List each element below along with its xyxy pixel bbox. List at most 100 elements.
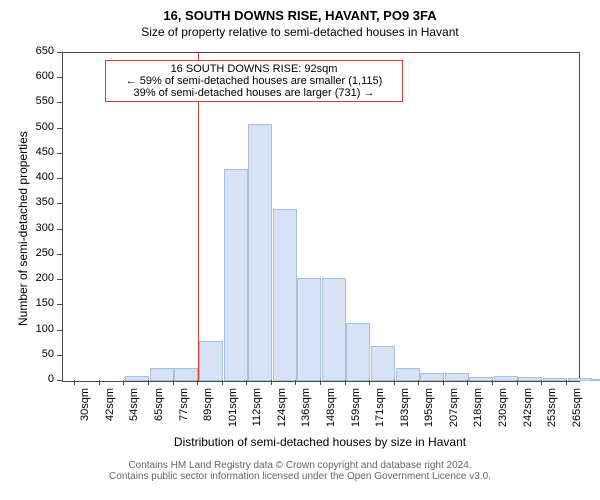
x-tick-label: 195sqm (423, 388, 435, 438)
y-tick (57, 77, 62, 78)
histogram-bar (396, 368, 420, 381)
x-tick-label: 253sqm (546, 388, 558, 438)
y-tick (57, 203, 62, 204)
x-tick (74, 380, 75, 385)
y-tick-label: 400 (24, 171, 54, 183)
x-tick-label: 124sqm (276, 388, 288, 438)
histogram-bar (125, 376, 149, 381)
footer-line-2: Contains public sector information licen… (0, 471, 600, 482)
annotation-line: ← 59% of semi-detached houses are smalle… (109, 75, 399, 87)
x-tick (517, 380, 518, 385)
y-tick (57, 254, 62, 255)
histogram-bar (199, 341, 223, 381)
histogram-bar (174, 368, 198, 381)
x-tick (295, 380, 296, 385)
y-tick (57, 279, 62, 280)
histogram-bar (248, 124, 272, 381)
histogram-bar (494, 376, 518, 381)
x-tick (123, 380, 124, 385)
marker-line (198, 53, 199, 381)
x-tick-label: 230sqm (497, 388, 509, 438)
x-tick (418, 380, 419, 385)
y-tick-label: 350 (24, 196, 54, 208)
x-tick-label: 171sqm (374, 388, 386, 438)
y-tick (57, 178, 62, 179)
chart-container: { "header": { "title": "16, SOUTH DOWNS … (0, 0, 600, 500)
histogram-bar (150, 368, 174, 381)
y-tick-label: 500 (24, 121, 54, 133)
x-tick (246, 380, 247, 385)
histogram-bar (420, 373, 444, 381)
annotation-line: 16 SOUTH DOWNS RISE: 92sqm (109, 63, 399, 75)
x-tick (222, 380, 223, 385)
y-tick (57, 153, 62, 154)
y-tick-label: 250 (24, 247, 54, 259)
x-tick-label: 136sqm (300, 388, 312, 438)
x-tick (467, 380, 468, 385)
x-tick (566, 380, 567, 385)
x-tick-label: 54sqm (128, 388, 140, 438)
x-tick-label: 148sqm (325, 388, 337, 438)
y-tick-label: 100 (24, 323, 54, 335)
x-tick-label: 265sqm (571, 388, 583, 438)
annotation-line: 39% of semi-detached houses are larger (… (109, 87, 399, 99)
histogram-bar (224, 169, 248, 381)
histogram-bar (543, 378, 567, 381)
x-tick (492, 380, 493, 385)
y-tick (57, 102, 62, 103)
y-tick-label: 650 (24, 45, 54, 57)
x-tick (148, 380, 149, 385)
x-tick (173, 380, 174, 385)
y-tick (57, 128, 62, 129)
histogram-bar (297, 278, 321, 381)
histogram-bar (322, 278, 346, 381)
histogram-bar (518, 377, 542, 381)
x-tick (271, 380, 272, 385)
x-tick-label: 101sqm (227, 388, 239, 438)
x-tick-label: 65sqm (153, 388, 165, 438)
chart-subtitle: Size of property relative to semi-detach… (0, 23, 600, 39)
histogram-bar (469, 377, 493, 381)
x-tick-label: 242sqm (522, 388, 534, 438)
y-tick-label: 450 (24, 146, 54, 158)
attribution-footer: Contains HM Land Registry data © Crown c… (0, 460, 600, 482)
y-tick-label: 50 (24, 348, 54, 360)
y-tick-label: 550 (24, 95, 54, 107)
footer-line-1: Contains HM Land Registry data © Crown c… (0, 460, 600, 471)
x-tick (443, 380, 444, 385)
y-tick (57, 304, 62, 305)
histogram-bar (592, 379, 600, 381)
histogram-bar (273, 209, 297, 381)
x-tick-label: 207sqm (448, 388, 460, 438)
x-tick (99, 380, 100, 385)
y-tick (57, 380, 62, 381)
x-tick-label: 77sqm (178, 388, 190, 438)
x-tick-label: 159sqm (350, 388, 362, 438)
x-tick (345, 380, 346, 385)
y-tick (57, 229, 62, 230)
y-tick-label: 600 (24, 70, 54, 82)
x-tick (197, 380, 198, 385)
x-tick-label: 42sqm (104, 388, 116, 438)
histogram-bar (346, 323, 370, 381)
x-tick (541, 380, 542, 385)
x-tick (320, 380, 321, 385)
x-tick (369, 380, 370, 385)
histogram-bar (371, 346, 395, 381)
y-tick-label: 300 (24, 222, 54, 234)
x-tick-label: 218sqm (472, 388, 484, 438)
y-tick-label: 0 (24, 373, 54, 385)
x-tick (394, 380, 395, 385)
y-tick (57, 355, 62, 356)
x-tick-label: 112sqm (251, 388, 263, 438)
histogram-bar (445, 373, 469, 381)
annotation-box: 16 SOUTH DOWNS RISE: 92sqm← 59% of semi-… (105, 60, 403, 102)
chart-title: 16, SOUTH DOWNS RISE, HAVANT, PO9 3FA (0, 0, 600, 23)
y-tick (57, 330, 62, 331)
y-tick-label: 200 (24, 272, 54, 284)
x-tick-label: 89sqm (202, 388, 214, 438)
histogram-bar (568, 378, 592, 381)
y-tick (57, 52, 62, 53)
y-tick-label: 150 (24, 297, 54, 309)
x-tick-label: 30sqm (79, 388, 91, 438)
